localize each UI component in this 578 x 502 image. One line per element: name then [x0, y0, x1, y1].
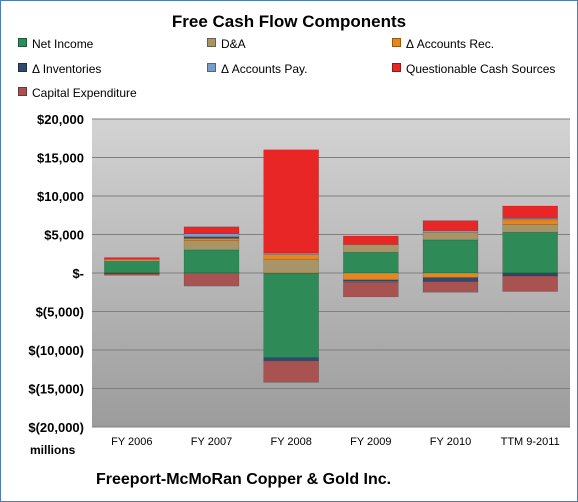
x-tick-label: FY 2008 — [270, 436, 311, 448]
y-tick-label: $(20,000) — [28, 420, 84, 435]
bar-segment — [343, 244, 399, 253]
bar-segment — [343, 281, 399, 298]
bar-segment — [502, 205, 558, 219]
bar-segment — [263, 357, 319, 362]
legend: Net Income D&A Δ Accounts Rec. Δ Invento… — [18, 37, 578, 107]
bar-segment — [502, 218, 558, 221]
bar-segment — [263, 360, 319, 383]
bar-segment — [104, 261, 160, 274]
bar-segment — [502, 272, 558, 277]
y-tick-label: $5,000 — [44, 228, 84, 243]
legend-label: Net Income — [32, 37, 94, 51]
legend-label: Questionable Cash Sources — [406, 62, 556, 76]
bar-segment — [343, 251, 399, 274]
legend-item-capital-expenditure: Capital Expenditure — [18, 86, 137, 100]
y-tick-label: $10,000 — [37, 189, 84, 204]
y-axis-tick-labels: $20,000 $15,000 $10,000 $5,000 $- $(5,000) $(1… — [28, 112, 84, 435]
bar-segment — [422, 239, 479, 274]
x-tick-label: FY 2010 — [430, 436, 471, 448]
bar-segment — [502, 224, 558, 233]
legend-item-accounts-rec: Δ Accounts Rec. — [392, 37, 494, 51]
y-tick-label: $(5,000) — [36, 305, 84, 320]
x-axis-tick-labels: FY 2006 FY 2007 FY 2008 FY 2009 FY 2010 TTM 9… — [111, 436, 560, 448]
bar-segment — [343, 235, 399, 245]
x-tick-label: FY 2009 — [350, 436, 391, 448]
legend-swatch — [392, 38, 401, 47]
company-label: Freeport-McMoRan Copper & Gold Inc. — [96, 471, 392, 488]
legend-item-da: D&A — [207, 37, 246, 51]
bar-segment — [343, 272, 399, 281]
bar-segment — [104, 257, 160, 260]
bar-segment — [263, 272, 319, 358]
x-tick-label: TTM 9-2011 — [501, 436, 560, 448]
y-tick-label: $15,000 — [37, 151, 84, 166]
legend-label: D&A — [221, 37, 246, 51]
bar-segment — [183, 233, 240, 238]
legend-label: Δ Accounts Rec. — [406, 37, 495, 51]
bar-segment — [422, 231, 479, 241]
x-tick-label: FY 2007 — [191, 436, 232, 448]
bar-segment — [183, 226, 240, 234]
chart-title: Free Cash Flow Components — [171, 12, 407, 31]
x-tick-label: FY 2006 — [111, 436, 152, 448]
legend-label: Δ Inventories — [32, 62, 102, 76]
bar-segment — [183, 240, 240, 251]
bar-segment — [183, 238, 240, 241]
bar-segment — [183, 272, 240, 287]
bar-segment — [502, 219, 558, 225]
y-tick-label: $- — [72, 266, 84, 281]
bar-segment — [422, 281, 479, 293]
bar-segment — [104, 258, 160, 262]
legend-item-net-income: Net Income — [18, 37, 93, 51]
units-label: millions — [30, 443, 76, 457]
legend-item-inventories: Δ Inventories — [18, 62, 101, 76]
legend-swatch — [18, 63, 27, 72]
bar-segment — [422, 220, 479, 231]
bar-segment — [104, 273, 160, 276]
y-tick-label: $(15,000) — [28, 382, 84, 397]
bar-segment — [422, 277, 479, 282]
legend-swatch — [392, 63, 401, 72]
y-tick-label: $20,000 — [37, 112, 84, 127]
bar-segment — [183, 249, 240, 274]
legend-swatch — [18, 87, 27, 96]
legend-swatch — [18, 38, 27, 47]
legend-swatch — [207, 38, 216, 47]
bar-segment — [422, 272, 479, 278]
bars — [104, 149, 558, 383]
legend-item-accounts-pay: Δ Accounts Pay. — [207, 62, 308, 76]
bar-segment — [502, 275, 558, 292]
y-tick-label: $(10,000) — [28, 343, 84, 358]
legend-label: Capital Expenditure — [32, 86, 137, 100]
legend-label: Δ Accounts Pay. — [221, 62, 308, 76]
legend-swatch — [207, 63, 216, 72]
bar-segment — [263, 254, 319, 260]
legend-item-questionable-cash-sources: Questionable Cash Sources — [392, 62, 555, 76]
bar-segment — [263, 258, 319, 274]
bar-segment — [502, 231, 558, 274]
bar-segment — [263, 149, 319, 254]
gridlines — [92, 118, 570, 428]
